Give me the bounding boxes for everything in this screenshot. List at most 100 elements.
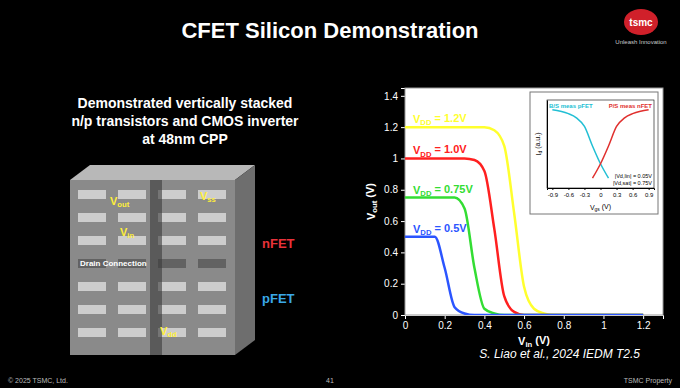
inset-x-tick-label: 0.9 (645, 192, 654, 198)
y-tick-mark (401, 190, 405, 191)
series-line (405, 237, 643, 315)
x-tick: 1.2 (637, 315, 651, 331)
description-line: at 48nm CPP (142, 131, 228, 147)
y-tick: 0.2 (384, 278, 405, 289)
series-label: VDD = 0.75V (413, 183, 473, 198)
x-tick-mark (445, 315, 446, 319)
logo-mark (624, 9, 658, 35)
x-tick-mark (603, 315, 604, 319)
series-label: VDD = 1.0V (413, 143, 467, 158)
series-line (405, 198, 643, 315)
x-axis: 0 0.2 0.4 0.6 0.8 1 1.2 (403, 315, 664, 331)
y-axis-title: Vout (V) (364, 183, 379, 220)
y-tick-mark (401, 315, 405, 316)
tem-image (70, 165, 255, 355)
inset-x-tick-mark (552, 188, 553, 190)
inset-annotation: |Vd,lin| = 0.05V (615, 173, 653, 179)
inset-x-tick-mark (601, 188, 602, 190)
x-tick: 0 (403, 315, 409, 331)
inset-annotation: |Vd,sat| = 0.75V (613, 180, 652, 186)
footer-page: 41 (326, 377, 334, 384)
footer-copyright: © 2025 TSMC, Ltd. (8, 377, 68, 384)
inset-x-tick: -0.9 (548, 188, 559, 198)
y-tick-label: 1 (392, 153, 398, 164)
y-tick-mark (401, 284, 405, 285)
x-axis-line (406, 316, 664, 320)
y-tick: 1 (392, 153, 405, 164)
logo-name: tsmc (629, 17, 653, 28)
logo-tagline: Unleash Innovation (615, 39, 666, 45)
inset-series-line (552, 110, 608, 178)
device-label: nFET (262, 236, 295, 251)
plot-frame (405, 88, 663, 315)
x-tick-label: 0.6 (518, 320, 532, 331)
inset-marks (552, 110, 648, 178)
background (0, 0, 680, 388)
inset-x-tick: 0.9 (645, 188, 654, 198)
inset-legend-entry: B/S meas pFET (549, 103, 593, 109)
inset-x-tick: 0.6 (629, 188, 638, 198)
y-tick-label: 1.2 (384, 122, 398, 133)
series-label: VDD = 1.2V (413, 112, 467, 127)
inset-background (530, 92, 658, 214)
inset-series-line (592, 110, 648, 178)
series-label: VDD = 0.5V (413, 222, 467, 237)
x-tick: 1 (601, 315, 607, 331)
image-label: Vss (200, 190, 216, 204)
inset-x-tick-mark (584, 188, 585, 190)
image-label: Drain Connection (80, 259, 147, 268)
x-tick-label: 0.2 (438, 320, 452, 331)
inset-x-tick-label: -0.6 (564, 192, 575, 198)
y-tick: 0.8 (384, 184, 405, 195)
y-tick-label: 0.8 (384, 184, 398, 195)
inset-x-axis-line (548, 189, 655, 191)
y-tick-label: 1.4 (384, 91, 398, 102)
inset-x-tick-label: -0.3 (580, 192, 591, 198)
image-label: Vin (120, 226, 134, 240)
inset-x-tick: 0 (599, 188, 603, 198)
inset-frame (547, 100, 654, 188)
inset-legend-entry: P/S meas nFET (609, 103, 653, 109)
inset-y-axis-title: Id (a.u.) (534, 133, 543, 156)
y-tick: 1.4 (384, 91, 405, 102)
inset-x-tick-mark (649, 188, 650, 190)
x-tick-label: 1.2 (637, 320, 651, 331)
inset-x-tick-label: 0.3 (613, 192, 622, 198)
inset-x-axis: -0.9 -0.6 -0.3 0 0.3 0.6 0.9 (548, 188, 655, 198)
y-tick: 0.4 (384, 247, 405, 258)
inset-x-tick: -0.3 (580, 188, 591, 198)
y-tick-mark (401, 127, 405, 128)
image-label: Vdd (160, 325, 177, 339)
inset-x-tick-label: -0.9 (548, 192, 559, 198)
x-tick: 0.4 (478, 315, 492, 331)
y-axis: 00.20.40.60.811.21.4 (384, 89, 405, 321)
x-tick-label: 0.4 (478, 320, 492, 331)
y-tick-label: 0.2 (384, 278, 398, 289)
x-tick-mark (484, 315, 485, 319)
inset-x-tick-mark (617, 188, 618, 190)
description-line: Demonstrated vertically stacked (78, 95, 293, 111)
x-tick: 0.8 (557, 315, 571, 331)
inset-x-tick: 0.3 (613, 188, 622, 198)
y-tick-mark (401, 158, 405, 159)
inset-x-tick-mark (568, 188, 569, 190)
x-tick: 0.2 (438, 315, 452, 331)
y-tick: 1.2 (384, 122, 405, 133)
x-tick-mark (643, 315, 644, 319)
y-tick: 0 (392, 310, 405, 321)
x-tick-mark (524, 315, 525, 319)
x-tick-mark (564, 315, 565, 319)
x-tick-label: 0 (403, 320, 409, 331)
x-tick-label: 0.8 (557, 320, 571, 331)
y-tick-label: 0.4 (384, 247, 398, 258)
y-tick-mark (401, 252, 405, 253)
plot-background (405, 88, 663, 315)
title: CFET Silicon Demonstration (181, 18, 478, 43)
inset-x-tick: -0.6 (564, 188, 575, 198)
inset-x-axis-title: Vgs (V) (590, 203, 611, 212)
inset-x-tick-mark (633, 188, 634, 190)
device-label: pFET (262, 291, 295, 306)
image-label: Vout (110, 195, 130, 209)
inset-x-tick-label: 0.6 (629, 192, 638, 198)
y-tick-mark (401, 96, 405, 97)
